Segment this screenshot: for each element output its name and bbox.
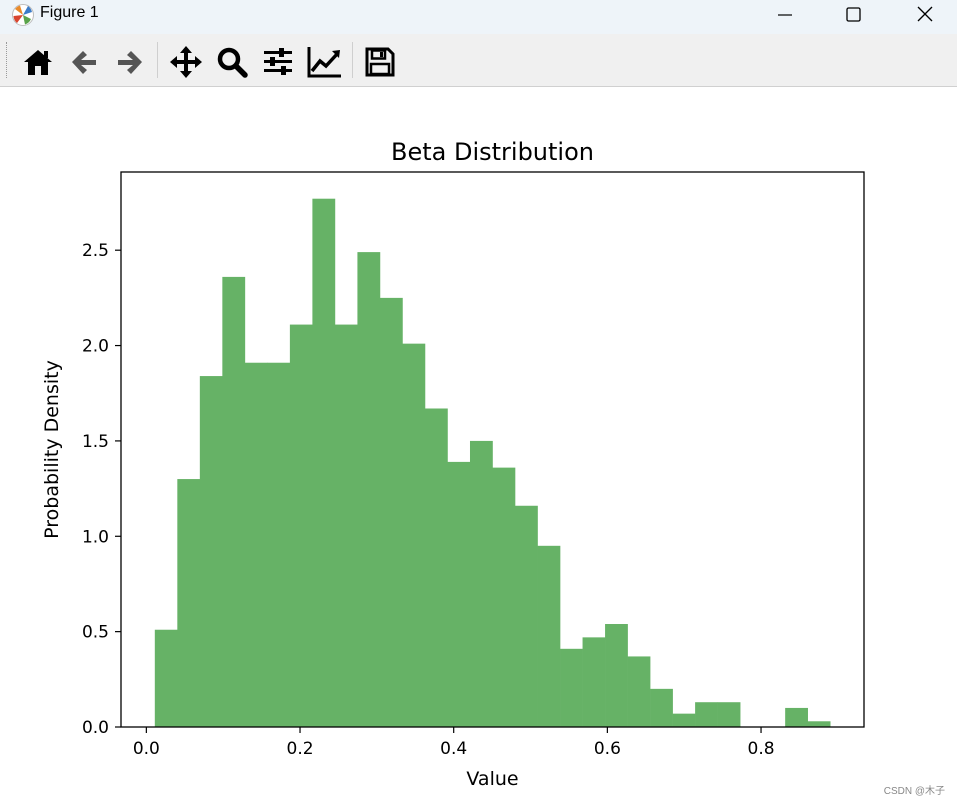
watermark: CSDN @木子 [883, 786, 945, 797]
edit-axis-button[interactable] [305, 42, 345, 82]
histogram-bar [627, 656, 651, 727]
histogram-bar [289, 324, 313, 727]
y-tick-label: 0.0 [82, 718, 109, 738]
zoom-button[interactable] [212, 42, 252, 82]
histogram-bar [560, 648, 583, 727]
histogram-bar [582, 637, 606, 727]
histogram-bar [402, 343, 426, 727]
navigation-toolbar [0, 34, 957, 87]
histogram-bar [379, 297, 403, 727]
configure-subplots-button[interactable] [258, 42, 298, 82]
axes-frame [120, 171, 865, 728]
minimize-button[interactable] [762, 0, 808, 28]
magnifier-icon [217, 47, 248, 78]
histogram-bar [469, 440, 493, 727]
matplotlib-logo-icon [12, 4, 34, 26]
x-axis-label: Value [466, 768, 518, 790]
sliders-icon [264, 48, 292, 75]
x-tick-label: 0.6 [594, 739, 621, 759]
arrow-right-icon [118, 51, 142, 74]
y-tick-label: 0.5 [82, 623, 109, 643]
x-axis-ticks: 0.0 0.2 0.4 0.6 0.8 [133, 727, 775, 759]
close-icon [917, 6, 933, 22]
histogram-bar [424, 408, 448, 727]
toolbar-separator [352, 42, 353, 78]
histogram-bar [695, 702, 718, 727]
save-button[interactable] [360, 42, 400, 82]
histogram-bar [447, 461, 471, 727]
histogram-bar [154, 629, 178, 727]
minimize-icon [778, 14, 792, 16]
histogram-bar [605, 624, 628, 727]
close-button[interactable] [902, 0, 948, 28]
y-tick-label: 1.5 [82, 432, 109, 452]
floppy-disk-icon [365, 47, 395, 77]
pan-button[interactable] [166, 42, 206, 82]
arrow-left-icon [72, 51, 96, 74]
histogram-bar [537, 545, 561, 727]
histogram-bar [807, 721, 831, 727]
figure-canvas[interactable]: 0.0 0.2 0.4 0.6 0.8 0.0 0.5 1.0 1.5 2.0 2.5 Beta … [0, 87, 957, 805]
histogram-bar [334, 324, 358, 727]
histogram-bar [785, 707, 808, 727]
histogram-chart: 0.0 0.2 0.4 0.6 0.8 0.0 0.5 1.0 1.5 2.0 2.5 Beta … [41, 138, 865, 790]
home-button[interactable] [18, 42, 58, 82]
back-button[interactable] [64, 42, 104, 82]
histogram-bar [177, 479, 201, 727]
y-tick-label: 1.0 [82, 527, 109, 547]
histogram-bar [492, 467, 516, 727]
window-titlebar: Figure 1 [0, 0, 957, 34]
chart-title: Beta Distribution [391, 138, 594, 166]
histogram-bar [357, 252, 381, 727]
home-icon [24, 50, 52, 75]
histogram-bar [244, 362, 268, 727]
forward-button[interactable] [110, 42, 150, 82]
toolbar-grip[interactable] [6, 42, 9, 78]
histogram-bar [650, 688, 673, 727]
y-tick-label: 2.5 [82, 241, 109, 261]
histogram-bar [267, 362, 291, 727]
histogram-bar [717, 702, 741, 727]
histogram-bar [312, 198, 336, 727]
x-tick-label: 0.8 [748, 739, 775, 759]
y-axis-label: Probability Density [41, 360, 63, 539]
y-tick-label: 2.0 [82, 337, 109, 357]
y-axis-ticks: 0.0 0.5 1.0 1.5 2.0 2.5 [82, 241, 121, 738]
histogram-bars [154, 198, 831, 727]
histogram-bar [199, 376, 223, 727]
toolbar-separator [157, 42, 158, 78]
histogram-bar [672, 713, 696, 727]
line-chart-icon [307, 47, 341, 78]
move-icon [170, 46, 202, 78]
maximize-icon [846, 7, 861, 22]
x-tick-label: 0.4 [440, 739, 467, 759]
histogram-bar [222, 276, 246, 727]
maximize-button[interactable] [831, 0, 877, 28]
histogram-bar [515, 505, 538, 727]
x-tick-label: 0.2 [287, 739, 314, 759]
window-title: Figure 1 [40, 4, 99, 21]
x-tick-label: 0.0 [133, 739, 160, 759]
